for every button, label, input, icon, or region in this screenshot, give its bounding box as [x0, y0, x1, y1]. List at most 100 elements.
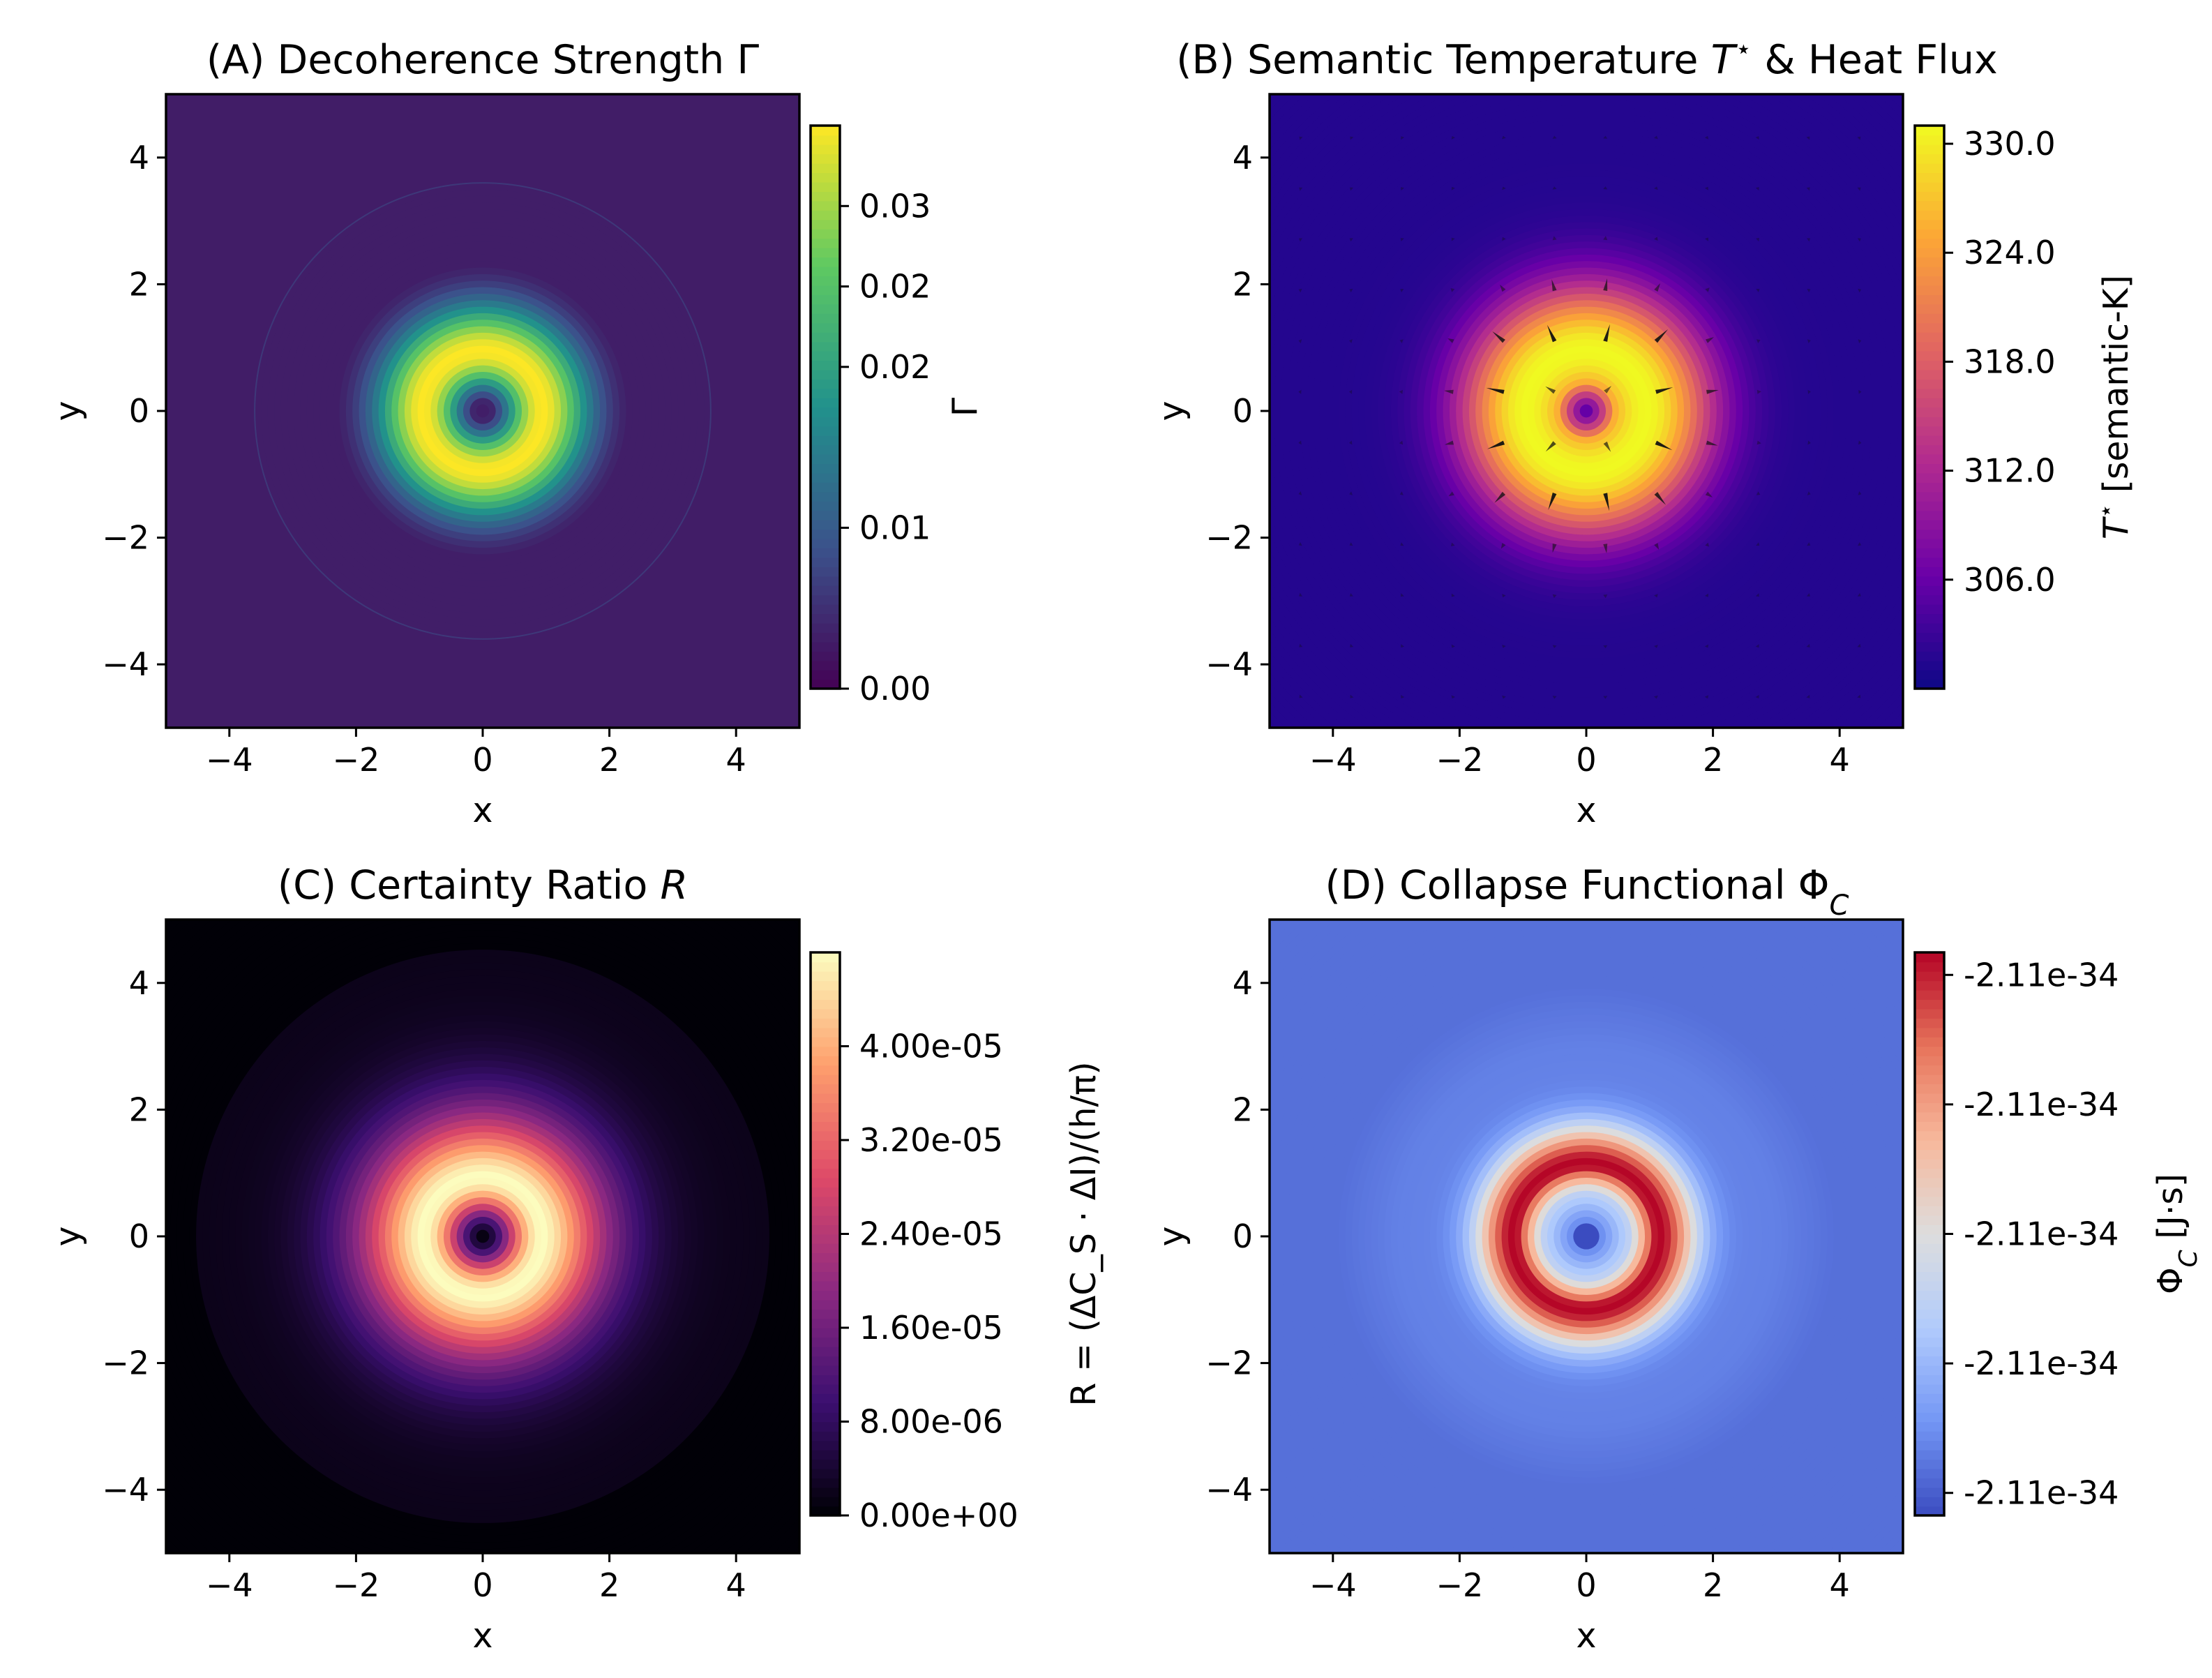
colorbar-swatch	[811, 594, 840, 605]
quiver-arrow	[1756, 389, 1761, 394]
colorbar-swatch	[811, 472, 840, 483]
colorbar-swatch	[811, 1271, 840, 1282]
quiver-arrow	[1400, 288, 1404, 292]
colorbar-swatch	[811, 1421, 840, 1432]
colorbar-swatch	[811, 1346, 840, 1357]
colorbar-swatch	[811, 266, 840, 276]
colorbar-swatch	[811, 1055, 840, 1066]
colorbar-swatch	[1915, 1328, 1944, 1338]
colorbar-swatch	[811, 1318, 840, 1328]
quiver-arrow	[1603, 696, 1608, 699]
quiver-arrow	[1857, 694, 1861, 698]
quiver-arrow	[1654, 492, 1666, 505]
colorbar-swatch	[1915, 331, 1944, 343]
quiver-arrow	[1350, 136, 1354, 140]
quiver-arrow	[1807, 389, 1811, 394]
colorbar-tick-label: 306.0	[1964, 561, 2056, 599]
colorbar-tick-label: 0.00	[859, 670, 931, 707]
colorbar-swatch	[1915, 247, 1944, 258]
colorbar-tick-label: -2.11e-34	[1964, 1086, 2119, 1123]
quiver-arrow	[1299, 694, 1303, 698]
y-axis-label: y	[48, 1227, 88, 1247]
colorbar-tick-label: -2.11e-34	[1964, 956, 2119, 994]
colorbar-swatch	[1915, 1130, 1944, 1141]
quiver-arrow	[1492, 331, 1505, 343]
quiver-arrow	[1603, 645, 1608, 648]
colorbar-swatch	[1915, 1318, 1944, 1328]
quiver-arrow	[1298, 491, 1302, 495]
quiver-arrow	[1451, 186, 1455, 190]
quiver-arrow	[1401, 644, 1405, 648]
colorbar-swatch	[1915, 679, 1944, 689]
quiver-arrow	[1552, 594, 1557, 599]
colorbar-swatch	[1915, 1421, 1944, 1432]
quiver-arrow	[1502, 237, 1506, 241]
colorbar-swatch	[811, 1065, 840, 1075]
colorbar-swatch	[811, 613, 840, 624]
colorbar-frame	[809, 124, 841, 690]
quiver-arrow	[1807, 440, 1811, 445]
quiver-arrow	[1858, 339, 1862, 344]
colorbar-swatch	[811, 294, 840, 305]
colorbar-swatch	[811, 341, 840, 352]
heatmap-C	[166, 920, 799, 1553]
colorbar-swatch	[1915, 529, 1944, 539]
quiver-arrow	[1755, 593, 1759, 597]
colorbar-swatch	[1915, 144, 1944, 155]
colorbar-tick-label: 4.00e-05	[859, 1028, 1003, 1065]
colorbar-swatch	[811, 350, 840, 361]
colorbar-swatch	[1915, 585, 1944, 596]
x-tick-label: 2	[599, 1566, 619, 1604]
colorbar-swatch	[811, 369, 840, 380]
colorbar-swatch	[1915, 276, 1944, 286]
colorbar-swatch	[811, 163, 840, 174]
colorbar-swatch	[1915, 341, 1944, 352]
colorbar-swatch	[1915, 322, 1944, 333]
colorbar-swatch	[1915, 1449, 1944, 1460]
panel-title-A: (A) Decoherence Strength Γ	[206, 37, 760, 83]
quiver-arrow	[1603, 594, 1608, 599]
quiver-arrow	[1806, 643, 1810, 647]
quiver-arrow	[1706, 440, 1718, 446]
quiver-arrow	[1299, 187, 1303, 191]
x-tick-label: −4	[206, 741, 253, 779]
x-tick-label: 2	[599, 741, 619, 779]
colorbar-swatch	[1915, 1506, 1944, 1516]
colorbar-swatch	[1915, 1243, 1944, 1254]
x-tick-label: 2	[1703, 741, 1723, 779]
colorbar-swatch	[811, 1290, 840, 1301]
colorbar-swatch	[811, 670, 840, 680]
quiver-arrow	[1349, 491, 1353, 495]
colorbar-tick-label: 0.00e+00	[859, 1497, 1018, 1534]
y-tick-label: −4	[102, 645, 149, 683]
quiver-arrow	[1298, 389, 1302, 394]
quiver-arrow	[1487, 440, 1505, 449]
colorbar-swatch	[811, 501, 840, 511]
colorbar-swatch	[1915, 594, 1944, 605]
colorbar-tick-label: -2.11e-34	[1964, 1344, 2119, 1382]
colorbar-swatch	[1915, 1487, 1944, 1497]
quiver-arrow	[1552, 543, 1557, 553]
colorbar-swatch	[811, 426, 840, 436]
colorbar-swatch	[811, 1478, 840, 1488]
x-tick-label: 4	[1830, 741, 1850, 779]
x-tick-label: −2	[1436, 1566, 1483, 1604]
y-tick-label: 2	[129, 265, 149, 303]
quiver-arrow	[1654, 543, 1660, 550]
quiver-arrow	[1494, 491, 1506, 503]
colorbar-swatch	[811, 1018, 840, 1028]
colorbar-swatch	[1915, 1497, 1944, 1507]
y-tick-label: 4	[129, 964, 149, 1002]
colorbar-swatch	[811, 1158, 840, 1169]
colorbar-swatch	[811, 567, 840, 577]
quiver-arrow	[1500, 285, 1506, 292]
quiver-arrow	[1399, 389, 1403, 394]
quiver-arrow	[1807, 542, 1811, 546]
quiver-arrow	[1705, 542, 1709, 547]
colorbar-swatch	[1915, 604, 1944, 615]
colorbar-swatch	[1915, 444, 1944, 455]
y-tick-label: −2	[1205, 1344, 1253, 1382]
colorbar-swatch	[1915, 1158, 1944, 1169]
colorbar-tick-label: -2.11e-34	[1964, 1215, 2119, 1253]
colorbar-swatch	[811, 1449, 840, 1460]
